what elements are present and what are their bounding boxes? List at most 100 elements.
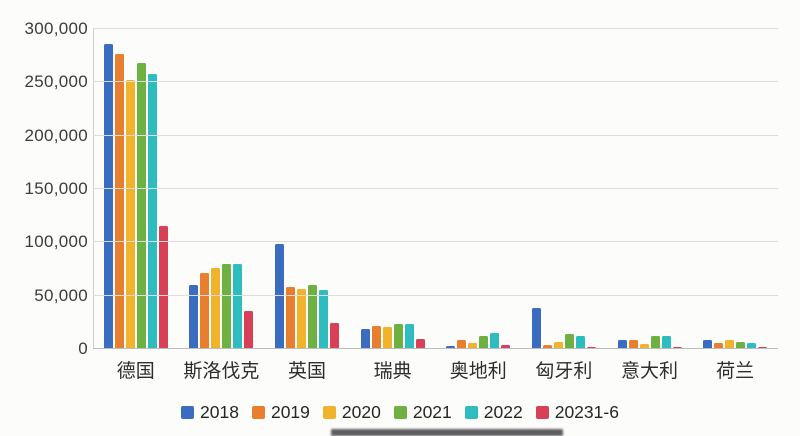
gridline-50000 <box>93 294 778 296</box>
y-tick-label: 100,000 <box>24 232 88 252</box>
gridline-200000 <box>93 134 778 136</box>
x-axis-label: 奥地利 <box>449 361 507 382</box>
y-axis-line <box>93 29 94 349</box>
x-axis-label: 匈牙利 <box>535 361 593 382</box>
bar <box>725 339 735 349</box>
bar <box>415 339 425 349</box>
legend-swatch-icon <box>393 406 407 419</box>
legend-label: 2019 <box>270 402 310 422</box>
bar-group-2 <box>179 29 265 349</box>
bar <box>211 267 221 349</box>
gridline-300000 <box>93 28 778 29</box>
bar <box>360 328 370 349</box>
bar <box>617 340 627 349</box>
bar-group-6 <box>521 29 607 349</box>
legend-label: 2021 <box>412 402 452 422</box>
cropped-text-artifact <box>331 429 563 436</box>
legend-item-2018: 2018 <box>181 402 239 423</box>
bar <box>714 342 724 349</box>
legend-swatch-icon <box>322 406 336 419</box>
bar <box>319 290 329 349</box>
plot-area <box>93 28 778 349</box>
legend-swatch-icon <box>181 406 195 419</box>
bar <box>147 73 157 349</box>
bar <box>479 336 489 349</box>
bar <box>404 324 414 349</box>
y-tick-label: 200,000 <box>24 125 88 145</box>
bar <box>114 53 124 349</box>
bar <box>575 336 585 349</box>
x-axis-label: 意大利 <box>621 361 679 382</box>
legend: 2018 2019 2020 2021 2022 20231-6 <box>0 402 800 423</box>
bar-group-5 <box>436 29 522 349</box>
x-axis-label: 荷兰 <box>716 361 755 382</box>
bar <box>490 333 500 349</box>
bar-group-8 <box>692 29 778 349</box>
bar <box>382 326 392 349</box>
bar <box>371 325 381 349</box>
legend-item-20231-6: 20231-6 <box>535 402 619 423</box>
legend-label: 2020 <box>341 402 381 422</box>
legend-label: 20231-6 <box>554 402 619 422</box>
bar-group-1 <box>93 29 179 349</box>
bar <box>650 336 660 349</box>
bar <box>158 226 168 349</box>
bar <box>628 340 638 349</box>
bar <box>501 344 511 349</box>
legend-label: 2022 <box>483 402 523 422</box>
bar <box>330 323 340 349</box>
legend-label: 2018 <box>200 402 239 422</box>
bar <box>446 345 456 349</box>
bar <box>531 308 541 349</box>
bar <box>125 80 135 349</box>
bar <box>457 340 467 349</box>
bar <box>189 285 199 349</box>
bar <box>286 287 296 349</box>
bar <box>275 244 285 349</box>
gridline-150000 <box>93 188 778 189</box>
gridline-250000 <box>93 81 778 83</box>
x-axis-label: 德国 <box>116 361 155 382</box>
gridline-100000 <box>93 241 778 243</box>
legend-item-2019: 2019 <box>251 402 310 423</box>
bar <box>393 324 403 349</box>
y-tick-label: 250,000 <box>24 72 88 92</box>
bar <box>233 263 243 349</box>
bar <box>244 310 254 349</box>
bar-groups <box>93 29 778 349</box>
x-axis-labels: 德国 斯洛伐克 英国 瑞典 奥地利 匈牙利 意大利 荷兰 <box>93 356 778 383</box>
bar <box>468 342 478 349</box>
y-tick-label: 50,000 <box>34 285 88 305</box>
bar <box>639 344 649 349</box>
bar <box>222 263 232 349</box>
bar <box>586 346 596 349</box>
bar <box>136 63 146 349</box>
y-tick-label: 300,000 <box>24 19 88 38</box>
x-axis-label: 英国 <box>288 361 327 382</box>
bar <box>747 342 757 349</box>
bar-group-7 <box>607 29 693 349</box>
bar <box>200 273 210 349</box>
bar <box>564 334 574 349</box>
bar <box>736 341 746 349</box>
legend-item-2021: 2021 <box>393 402 452 423</box>
bar <box>542 345 552 349</box>
legend-swatch-icon <box>251 406 265 419</box>
bar <box>308 285 318 349</box>
bar <box>672 346 682 349</box>
bar-group-3 <box>264 29 350 349</box>
bar <box>553 341 563 349</box>
legend-swatch-icon <box>535 406 549 419</box>
y-tick-label: 150,000 <box>24 179 88 198</box>
legend-item-2020: 2020 <box>322 402 381 423</box>
bar <box>103 43 113 349</box>
x-axis-label: 斯洛伐克 <box>183 361 260 382</box>
legend-item-2022: 2022 <box>464 402 523 423</box>
gridline-0 <box>93 348 778 349</box>
bar-group-4 <box>350 29 436 349</box>
bar <box>661 336 671 349</box>
bar <box>703 340 713 349</box>
bar <box>297 289 307 349</box>
legend-swatch-icon <box>464 406 478 419</box>
